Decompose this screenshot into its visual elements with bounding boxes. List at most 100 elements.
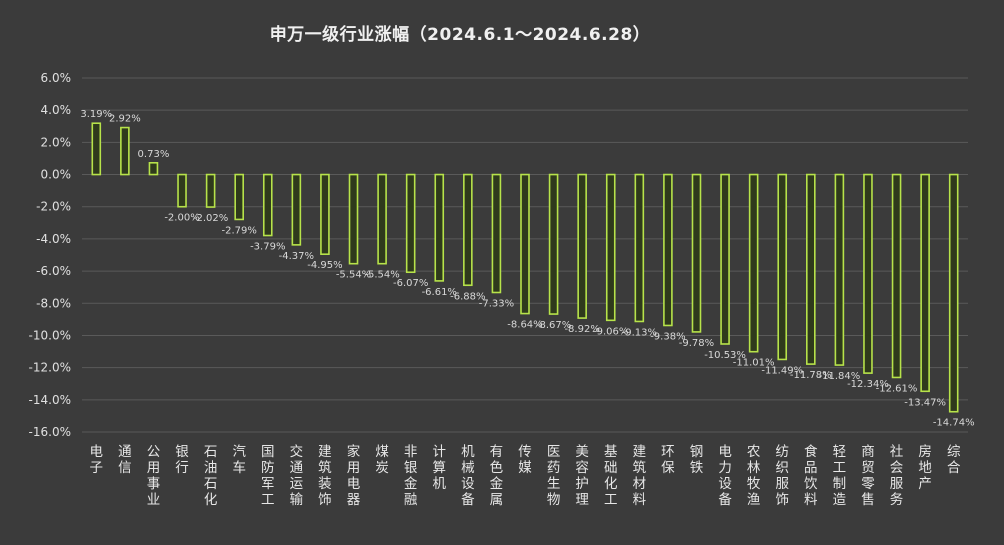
bar-10 xyxy=(377,173,387,265)
category-label: 通信 xyxy=(118,444,132,476)
bar-9 xyxy=(348,173,359,265)
y-tick-label: -16.0% xyxy=(29,425,71,439)
category-label: 家用电器 xyxy=(347,443,361,508)
data-label: -10.53% xyxy=(704,350,746,361)
category-label: 商贸零售 xyxy=(861,444,875,508)
bar-13 xyxy=(463,173,473,287)
category-label: 医药生物 xyxy=(547,444,561,508)
bar-25 xyxy=(806,173,816,365)
bar-16 xyxy=(548,173,559,315)
data-label: 3.19% xyxy=(80,109,112,120)
data-label: -5.54% xyxy=(336,270,371,281)
bar-4 xyxy=(205,173,216,208)
category-label: 有色金属 xyxy=(490,444,504,508)
data-label: -14.74% xyxy=(933,418,975,429)
data-label: -5.54% xyxy=(364,270,399,281)
y-tick-label: 2.0% xyxy=(41,135,72,149)
y-tick-label: -4.0% xyxy=(36,232,71,246)
bar-18 xyxy=(605,173,616,322)
data-label: 2.92% xyxy=(109,114,141,125)
data-label: -9.13% xyxy=(622,327,657,338)
bar-3 xyxy=(177,173,187,208)
category-label: 机械设备 xyxy=(461,444,475,508)
y-tick-label: -12.0% xyxy=(29,361,71,375)
data-label: -11.01% xyxy=(733,358,775,369)
category-label: 纺织服饰 xyxy=(775,444,789,508)
category-label: 钢铁 xyxy=(690,444,704,476)
bar-30 xyxy=(948,173,959,413)
data-label: 0.73% xyxy=(138,149,170,160)
category-label: 综合 xyxy=(947,444,961,476)
data-label: -11.84% xyxy=(819,371,861,382)
data-label: -2.00% xyxy=(164,213,199,224)
category-label: 社会服务 xyxy=(890,444,904,508)
y-tick-label: 6.0% xyxy=(41,71,72,85)
bars xyxy=(91,122,959,413)
data-label: -12.61% xyxy=(876,383,918,394)
data-label: -4.95% xyxy=(307,260,342,271)
bar-19 xyxy=(634,173,645,323)
category-label: 电子 xyxy=(90,444,104,476)
category-label: 计算机 xyxy=(433,444,447,492)
data-label: -8.92% xyxy=(564,324,599,335)
y-tick-label: -6.0% xyxy=(36,264,71,278)
data-label: -6.07% xyxy=(393,278,428,289)
bar-23 xyxy=(748,173,759,353)
bar-20 xyxy=(663,173,673,327)
y-tick-label: -10.0% xyxy=(29,328,71,342)
data-label: -9.78% xyxy=(679,338,714,349)
data-label: -3.79% xyxy=(250,242,285,253)
category-label: 煤炭 xyxy=(375,444,389,476)
bar-12 xyxy=(434,173,445,282)
bar-21 xyxy=(691,173,702,333)
data-labels: 3.19%2.92%0.73%-2.00%-2.02%-2.79%-3.79%-… xyxy=(80,109,974,429)
data-label: -2.79% xyxy=(221,225,256,236)
bar-14 xyxy=(491,173,502,294)
category-label: 环保 xyxy=(661,444,675,476)
data-label: -11.49% xyxy=(761,365,803,376)
bar-1 xyxy=(120,126,130,176)
category-label: 银行 xyxy=(175,444,189,476)
data-label: -6.61% xyxy=(422,287,457,298)
data-label: -9.06% xyxy=(593,326,628,337)
bar-28 xyxy=(891,173,902,379)
bar-27 xyxy=(863,173,873,374)
data-label: -13.47% xyxy=(904,397,946,408)
category-label: 房地产 xyxy=(918,444,932,492)
category-label: 传媒 xyxy=(518,444,532,476)
data-label: -4.37% xyxy=(279,251,314,262)
category-label: 农林牧渔 xyxy=(747,444,761,508)
bar-26 xyxy=(834,173,845,366)
bar-24 xyxy=(777,173,788,361)
category-label: 建筑材料 xyxy=(633,444,647,508)
y-axis-ticks: 6.0% 4.0% 2.0% 0.0% -2.0% -4.0% -6.0% -8.0% -10.… xyxy=(29,71,71,439)
y-tick-label: 0.0% xyxy=(41,168,72,182)
data-label: -12.34% xyxy=(847,379,889,390)
bar-11 xyxy=(405,173,416,274)
category-label: 交通运输 xyxy=(290,443,304,508)
y-tick-label: 4.0% xyxy=(41,103,72,117)
data-label: -11.78% xyxy=(790,370,832,381)
category-label: 建筑装饰 xyxy=(318,444,332,508)
bar-6 xyxy=(262,173,273,237)
data-label: -7.33% xyxy=(479,298,514,309)
bar-5 xyxy=(234,173,244,221)
chart-title: 申万一级行业涨幅（2024.6.1～2024.6.28） xyxy=(269,25,651,45)
data-label: -8.64% xyxy=(507,320,542,331)
category-label: 汽车 xyxy=(232,444,246,476)
data-label: -9.38% xyxy=(650,331,685,342)
category-label: 石油石化 xyxy=(204,444,218,508)
category-label: 国防军工 xyxy=(261,444,275,508)
bar-22 xyxy=(720,173,730,345)
bar-29 xyxy=(920,173,930,393)
category-label: 公用事业 xyxy=(147,444,161,508)
category-label: 电力设备 xyxy=(718,444,732,508)
bar-7 xyxy=(291,173,302,246)
y-tick-label: -14.0% xyxy=(29,393,71,407)
data-label: -6.88% xyxy=(450,291,485,302)
bar-17 xyxy=(577,173,587,319)
y-tick-label: -2.0% xyxy=(36,200,71,214)
category-label: 非银金融 xyxy=(404,444,418,508)
